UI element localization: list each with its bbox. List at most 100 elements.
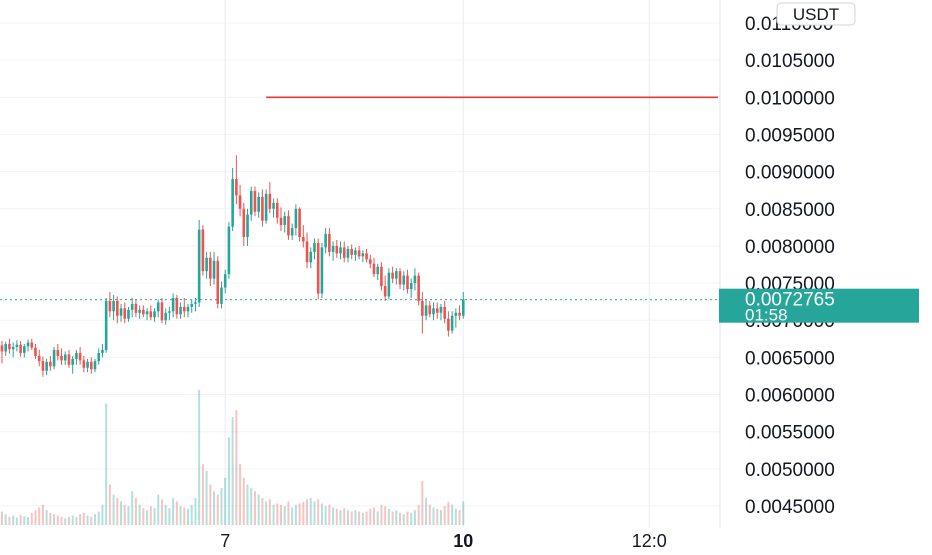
candle-body — [447, 318, 450, 331]
candle-body — [186, 306, 190, 312]
candle-body — [357, 250, 361, 257]
candle-body — [212, 260, 216, 279]
volume-bar — [287, 501, 290, 525]
price-tick-label: 0.0060000 — [745, 386, 835, 407]
volume-bar — [387, 508, 390, 525]
volume-bar — [201, 464, 204, 525]
price-tick-label: 0.0100000 — [745, 88, 835, 109]
candle-body — [41, 361, 45, 371]
price-tick-label: 0.0095000 — [745, 125, 835, 146]
candle-body — [298, 208, 301, 238]
candle-body — [253, 190, 257, 212]
candle-body — [52, 349, 56, 367]
currency-label: USDT — [793, 5, 839, 24]
candle-body — [309, 251, 313, 263]
candle-body — [116, 300, 119, 316]
candle-body — [160, 302, 164, 321]
volume-bar — [209, 484, 212, 525]
candle-body — [26, 342, 30, 347]
grid — [0, 0, 721, 528]
volume-bar — [354, 510, 357, 525]
volume-bar — [56, 515, 59, 525]
price-tick-label: 0.0045000 — [745, 497, 835, 518]
volume-bar — [399, 512, 402, 525]
volume-bar — [373, 507, 375, 525]
volume-bar — [53, 514, 56, 525]
candle-body — [4, 344, 8, 352]
candle-body — [305, 241, 309, 263]
candle-body — [142, 309, 145, 315]
candle-body — [335, 245, 339, 254]
volume-bar — [350, 511, 353, 525]
candle-body — [350, 248, 353, 255]
volume-bar — [302, 502, 305, 525]
candle-body — [383, 286, 387, 297]
candle-body — [156, 302, 160, 312]
time-axis[interactable]: 7 10 12:0 — [220, 531, 667, 551]
volume-bar — [216, 494, 219, 525]
candle-body — [67, 354, 71, 365]
candle-body — [354, 250, 357, 255]
candle-body — [324, 234, 327, 248]
candle-body — [328, 234, 331, 252]
volume-bar — [142, 508, 145, 525]
time-tick-label: 12:0 — [632, 531, 667, 550]
candle-body — [15, 344, 19, 347]
volume-bar — [134, 498, 137, 525]
candle-body — [134, 303, 138, 313]
candle-body — [279, 217, 283, 226]
candle-body — [380, 266, 383, 287]
volume-bar — [175, 501, 178, 525]
volume-bar — [317, 499, 320, 525]
price-axis[interactable]: 0.01100000.01050000.01000000.00950000.00… — [745, 14, 835, 518]
candle-body — [413, 275, 417, 284]
volume-bar — [413, 510, 416, 525]
candle-body — [342, 247, 346, 258]
price-tick-label: 0.0085000 — [745, 200, 835, 221]
volume-bar — [306, 499, 309, 525]
candle-body — [316, 242, 320, 294]
volume-bar — [183, 507, 186, 525]
volume-bar — [443, 506, 446, 525]
volume-bar — [376, 511, 379, 525]
candle-body — [235, 179, 238, 196]
candle-body — [97, 352, 101, 362]
candle-body — [205, 257, 208, 272]
volume-bar — [90, 516, 93, 525]
candle-body — [391, 272, 394, 279]
volume-bar — [365, 511, 368, 525]
candle-body — [216, 260, 220, 304]
volume-bar — [12, 515, 15, 525]
volume-bar — [138, 504, 141, 525]
candle-body — [0, 345, 4, 352]
volume-bar — [23, 516, 26, 525]
candle-body — [179, 306, 182, 315]
candle-body — [112, 300, 115, 312]
volume-bar — [79, 514, 82, 525]
candle-body — [246, 214, 249, 238]
candle-body — [30, 342, 34, 348]
candle-body — [227, 226, 231, 275]
volume-bar — [436, 508, 439, 525]
volume-bar — [131, 491, 134, 525]
volume-bar — [220, 487, 223, 525]
candle-body — [320, 247, 324, 294]
candle-body — [450, 315, 454, 331]
volume-bar — [49, 512, 52, 525]
volume-bar — [82, 512, 85, 525]
volume-bar — [120, 501, 123, 525]
candle-body — [313, 242, 316, 252]
candle-body — [242, 208, 246, 238]
volume-bar — [1, 511, 3, 525]
price-tick-label: 0.0055000 — [745, 423, 835, 444]
candle-body — [346, 248, 350, 258]
candle-body — [458, 312, 461, 316]
candle-body — [428, 305, 432, 315]
volume-bar — [8, 516, 11, 525]
current-price-value: 0.0072765 — [745, 290, 835, 311]
candle-body — [331, 245, 335, 252]
volume-bar — [45, 510, 48, 525]
volume-bar — [447, 502, 450, 525]
